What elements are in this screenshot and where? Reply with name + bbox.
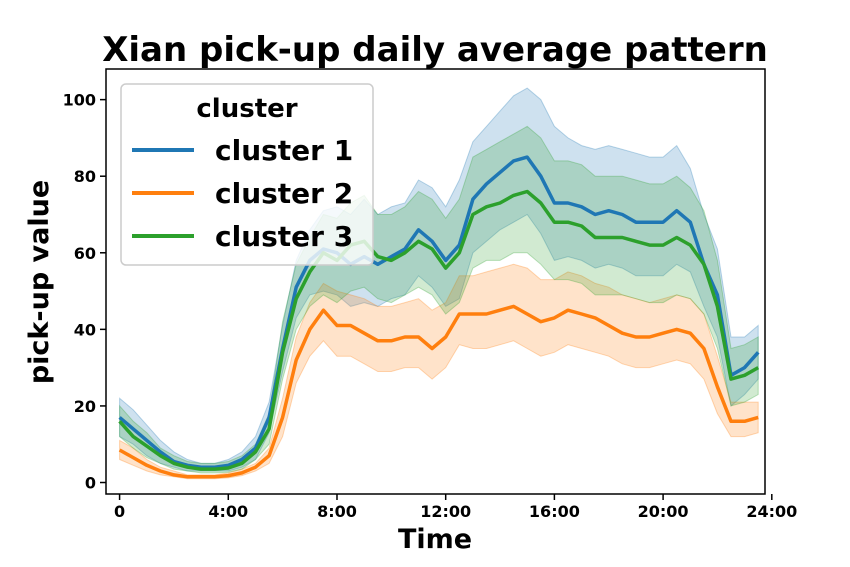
x-tick-label: 4:00 <box>208 502 248 521</box>
series-line-cluster-3 <box>118 189 760 471</box>
x-tick-label: 16:00 <box>529 502 580 521</box>
y-tick-label: 20 <box>74 397 96 416</box>
chart-title: Xian pick-up daily average pattern <box>102 30 768 70</box>
x-tick-label: 0 <box>114 502 125 521</box>
legend: cluster cluster 1 cluster 2 cluster 3 <box>120 83 374 266</box>
x-tick-label: 8:00 <box>317 502 357 521</box>
legend-title: cluster <box>196 94 297 124</box>
x-tick-label: 24:00 <box>746 502 797 521</box>
y-tick-label: 40 <box>74 320 96 339</box>
legend-box <box>120 83 374 266</box>
x-tick-label: 12:00 <box>420 502 471 521</box>
y-axis-label: pick-up value <box>24 180 55 384</box>
y-tick-label: 0 <box>85 474 96 493</box>
x-axis: 0 4:00 8:00 12:00 16:00 20:00 24:00 <box>114 494 797 521</box>
legend-label-cluster-1: cluster 1 <box>215 134 353 167</box>
series-lines <box>118 155 760 479</box>
x-tick-label: 20:00 <box>638 502 689 521</box>
series-line-cluster-1 <box>118 155 760 469</box>
legend-label-cluster-2: cluster 2 <box>215 177 353 210</box>
legend-label-cluster-3: cluster 3 <box>215 220 353 253</box>
x-axis-label: Time <box>398 524 472 555</box>
y-tick-label: 80 <box>74 167 96 186</box>
y-tick-label: 60 <box>74 244 96 263</box>
series-line-cluster-2 <box>118 304 759 479</box>
plot-frame <box>105 68 766 495</box>
y-tick-label: 100 <box>63 91 96 110</box>
y-axis: 0 20 40 60 80 100 <box>63 91 106 493</box>
